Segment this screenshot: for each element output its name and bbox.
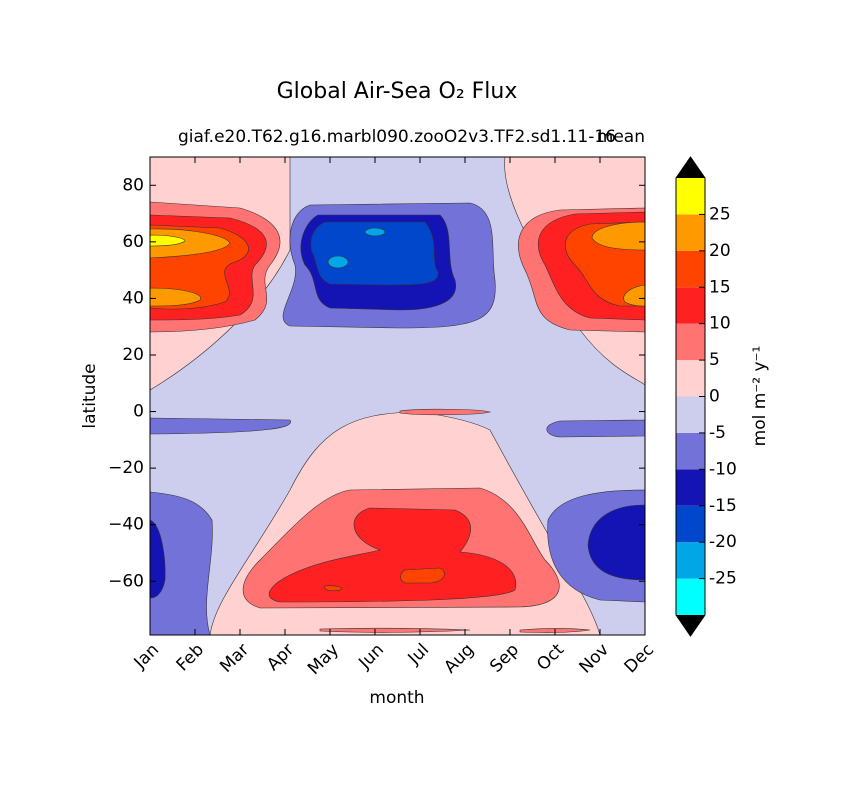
x-tick-label: May xyxy=(304,640,343,679)
colorbar-tick-label: 15 xyxy=(709,277,731,297)
colorbar-label: mol m⁻² y⁻¹ xyxy=(750,346,770,447)
contour-region xyxy=(150,234,186,247)
colorbar-tick-label: 10 xyxy=(709,314,731,334)
contour-region xyxy=(546,419,645,438)
x-tick-label: Jun xyxy=(354,640,388,674)
x-tick-label: Dec xyxy=(621,640,658,677)
colorbar-extend-top xyxy=(676,157,705,178)
colorbar-tick-label: 5 xyxy=(709,350,720,370)
y-tick-label: −40 xyxy=(108,515,144,535)
colorbar-band xyxy=(676,250,705,288)
colorbar-band xyxy=(676,505,705,543)
colorbar-band xyxy=(676,542,705,579)
x-tick-label: Sep xyxy=(486,640,523,677)
contour-region xyxy=(623,284,645,307)
colorbar-band xyxy=(676,287,705,324)
chart-subtitle: giaf.e20.T62.g16.marbl090.zooO2v3.TF2.sd… xyxy=(178,127,616,147)
contour-region xyxy=(587,504,645,581)
x-tick-label: Jul xyxy=(404,640,433,669)
x-tick-label: Aug xyxy=(440,640,478,678)
chart-subtitle-right: mean xyxy=(597,127,645,147)
colorbar-band xyxy=(676,432,705,470)
contour-region xyxy=(364,227,386,237)
colorbar-tick-label: 25 xyxy=(709,204,731,224)
contour-region xyxy=(310,221,439,286)
contour-field xyxy=(150,157,645,635)
colorbar-band xyxy=(676,178,705,215)
contour-region xyxy=(150,157,645,635)
colorbar-tick-label: -20 xyxy=(709,532,737,552)
y-tick-label: −60 xyxy=(108,571,144,591)
contour-region xyxy=(327,255,349,269)
x-axis-label: month xyxy=(369,688,424,708)
contour-region xyxy=(268,507,517,603)
contour-region xyxy=(399,408,492,416)
contour-region xyxy=(150,417,291,435)
colorbar-band xyxy=(676,396,705,433)
colorbar-band xyxy=(676,214,705,251)
y-tick-label: 20 xyxy=(122,345,144,365)
y-axis-label: latitude xyxy=(80,363,100,428)
colorbar-extend-bottom xyxy=(676,615,705,636)
colorbar-tick-label: -10 xyxy=(709,459,737,479)
colorbar-tick-label: 0 xyxy=(709,387,720,407)
y-tick-label: 0 xyxy=(133,402,144,422)
colorbar-band xyxy=(676,469,705,506)
colorbar-band xyxy=(676,360,705,397)
colorbar-band xyxy=(676,323,705,361)
colorbar-tick-label: 20 xyxy=(709,241,731,261)
y-tick-label: 60 xyxy=(122,232,144,252)
x-tick-label: Oct xyxy=(533,640,568,675)
colorbar-tick-label: -15 xyxy=(709,496,737,516)
contour-region xyxy=(150,519,166,599)
colorbar-tick-label: -25 xyxy=(709,569,737,589)
contour-region xyxy=(150,287,201,307)
colorbar-frame xyxy=(675,156,706,637)
y-tick-label: −20 xyxy=(108,458,144,478)
contour-region xyxy=(324,585,342,592)
y-tick-label: 40 xyxy=(122,288,144,308)
contour-region xyxy=(319,628,471,633)
contour-region xyxy=(400,567,445,584)
x-tick-label: Jan xyxy=(130,640,163,673)
contour-region xyxy=(150,491,213,635)
x-tick-label: Apr xyxy=(263,640,298,675)
colorbar-tick-label: -5 xyxy=(709,423,726,443)
chart-title: Global Air-Sea O₂ Flux xyxy=(277,79,518,104)
x-tick-label: Feb xyxy=(173,640,208,675)
y-tick-label: 80 xyxy=(122,175,144,195)
x-tick-label: Nov xyxy=(575,640,613,678)
x-tick-label: Mar xyxy=(216,640,253,677)
colorbar-band xyxy=(676,578,705,615)
plot-frame xyxy=(149,156,646,636)
contour-region xyxy=(591,221,645,251)
